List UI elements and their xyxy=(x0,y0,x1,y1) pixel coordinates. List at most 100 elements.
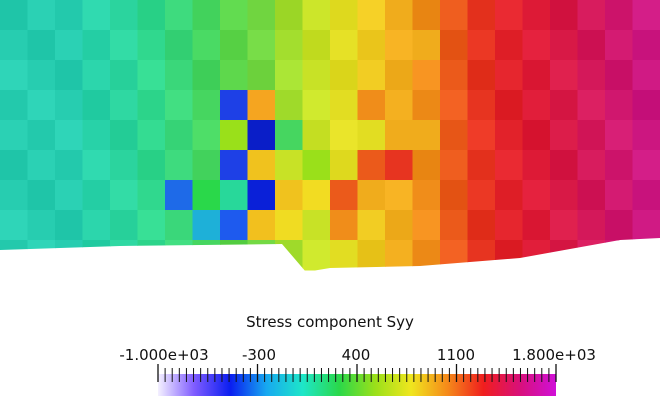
mesh-cell xyxy=(605,60,633,91)
mesh-cell xyxy=(412,120,441,151)
colorbar-tick-label-3: 400 xyxy=(341,346,371,364)
mesh-cell xyxy=(577,30,606,61)
mesh-cell xyxy=(385,240,413,271)
mesh-cell xyxy=(577,120,606,151)
mesh-cell xyxy=(302,60,331,91)
mesh-cell xyxy=(330,240,358,271)
mesh-cell xyxy=(220,120,248,151)
mesh-cell xyxy=(27,210,56,241)
mesh-cell xyxy=(495,0,523,31)
mesh-cell xyxy=(577,150,606,181)
mesh-cell xyxy=(110,0,138,31)
mesh-cell xyxy=(605,30,633,61)
mesh-cell xyxy=(605,150,633,181)
mesh-cell xyxy=(385,180,413,211)
mesh-cell xyxy=(192,0,221,31)
mesh-cell xyxy=(82,30,111,61)
mesh-cell xyxy=(247,60,276,91)
mesh-cell xyxy=(605,210,633,241)
mesh-cell xyxy=(440,90,468,121)
mesh-cell xyxy=(220,90,248,121)
mesh-cell xyxy=(247,90,276,121)
mesh-cell xyxy=(522,180,551,211)
colorbar-tick-label-min: -1.000e+03 xyxy=(119,346,209,364)
mesh-cell xyxy=(357,210,386,241)
stress-field-plot xyxy=(0,0,660,271)
mesh-cell xyxy=(385,60,413,91)
mesh-cell xyxy=(275,150,303,181)
mesh-cell xyxy=(605,90,633,121)
mesh-cell xyxy=(385,210,413,241)
mesh-cell xyxy=(385,0,413,31)
mesh-cell xyxy=(55,150,83,181)
mesh-cell xyxy=(330,90,358,121)
mesh-cell xyxy=(165,180,193,211)
mesh-cell xyxy=(412,210,441,241)
mesh-cell xyxy=(632,90,660,121)
mesh-cell xyxy=(137,0,166,31)
mesh-cell xyxy=(412,30,441,61)
mesh-cell xyxy=(385,90,413,121)
mesh-cell xyxy=(577,210,606,241)
mesh-cell xyxy=(55,210,83,241)
mesh-cell xyxy=(110,90,138,121)
mesh-cell xyxy=(165,210,193,241)
mesh-cell xyxy=(302,0,331,31)
mesh-cell xyxy=(247,120,276,151)
mesh-cell xyxy=(192,150,221,181)
mesh-cell xyxy=(165,120,193,151)
mesh-cell xyxy=(412,0,441,31)
mesh-cell xyxy=(385,150,413,181)
mesh-cell xyxy=(110,60,138,91)
mesh-cell xyxy=(357,90,386,121)
mesh-cell xyxy=(577,90,606,121)
mesh-cell xyxy=(247,180,276,211)
mesh-cell xyxy=(302,30,331,61)
mesh-cell xyxy=(550,150,578,181)
mesh-cell xyxy=(467,180,496,211)
mesh-cell xyxy=(55,30,83,61)
mesh-cell xyxy=(55,120,83,151)
mesh-cell xyxy=(82,120,111,151)
mesh-cell xyxy=(605,180,633,211)
mesh-cell xyxy=(412,60,441,91)
mesh-cell xyxy=(522,30,551,61)
mesh-cell xyxy=(440,0,468,31)
mesh-cell xyxy=(0,150,28,181)
mesh-cell xyxy=(137,120,166,151)
mesh-cell xyxy=(192,60,221,91)
mesh-cell xyxy=(302,150,331,181)
mesh-cell xyxy=(275,0,303,31)
mesh-cell xyxy=(632,150,660,181)
mesh-cell xyxy=(192,180,221,211)
mesh-cell xyxy=(605,120,633,151)
mesh-cell xyxy=(412,90,441,121)
mesh-cell xyxy=(0,60,28,91)
mesh-cell xyxy=(192,210,221,241)
mesh-cell xyxy=(220,180,248,211)
mesh-cell xyxy=(165,90,193,121)
mesh-cell xyxy=(0,0,28,31)
mesh-cell xyxy=(522,150,551,181)
mesh-cell xyxy=(110,150,138,181)
mesh-cell xyxy=(137,150,166,181)
mesh-cell xyxy=(27,90,56,121)
mesh-cell xyxy=(165,0,193,31)
mesh-cell xyxy=(522,210,551,241)
mesh-cell xyxy=(220,60,248,91)
mesh-cell xyxy=(110,180,138,211)
stress-field-mesh xyxy=(0,0,660,271)
mesh-cell xyxy=(220,30,248,61)
mesh-cell xyxy=(220,0,248,31)
mesh-cell xyxy=(467,210,496,241)
mesh-cell xyxy=(357,30,386,61)
colorbar-ticks xyxy=(157,364,557,382)
mesh-cell xyxy=(27,30,56,61)
mesh-cell xyxy=(440,210,468,241)
mesh-cell xyxy=(275,210,303,241)
mesh-cell xyxy=(330,0,358,31)
mesh-cell xyxy=(550,210,578,241)
mesh-cell xyxy=(495,60,523,91)
mesh-cell xyxy=(467,120,496,151)
mesh-cell xyxy=(220,210,248,241)
